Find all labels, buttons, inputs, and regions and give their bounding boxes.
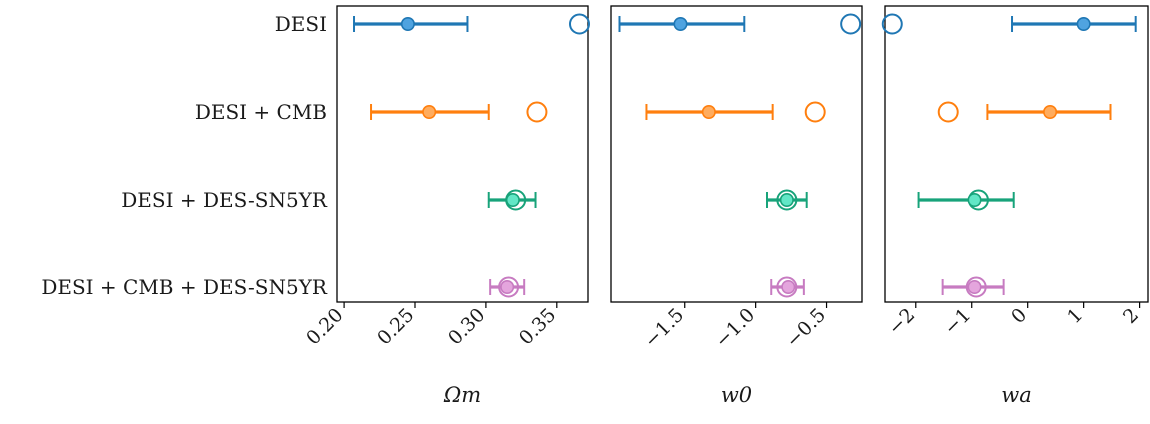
x-axis-label: w0 bbox=[721, 383, 752, 407]
x-tick-label: 0.25 bbox=[373, 304, 418, 349]
open-marker bbox=[776, 276, 798, 298]
point-marker bbox=[781, 279, 796, 294]
x-tick-label: 0.35 bbox=[515, 304, 560, 349]
panel-3: −2 −1 0 1 2wa bbox=[881, 5, 1149, 407]
row-label: DESI + CMB + DES-SN5YR bbox=[41, 275, 328, 299]
x-tick-label: −0.5 bbox=[782, 304, 830, 352]
x-tick-label: −1.5 bbox=[640, 304, 688, 352]
x-tick-label: −1.0 bbox=[711, 304, 759, 352]
panel-frame bbox=[336, 5, 589, 303]
point-marker bbox=[967, 279, 982, 294]
open-marker bbox=[804, 101, 826, 123]
x-axis-label: Ωm bbox=[443, 383, 481, 407]
panel-1: 0.20 0.25 0.30 0.35 Ωm bbox=[302, 5, 590, 407]
open-marker bbox=[840, 13, 862, 35]
x-tick-label: 0.20 bbox=[302, 304, 347, 349]
open-marker bbox=[568, 13, 590, 35]
row-label: DESI + DES-SN5YR bbox=[121, 188, 328, 212]
open-marker bbox=[776, 189, 798, 211]
open-marker bbox=[881, 13, 903, 35]
point-marker bbox=[1043, 105, 1058, 120]
x-tick-label: 0.30 bbox=[444, 304, 489, 349]
point-marker bbox=[422, 105, 437, 120]
panel-frame bbox=[884, 5, 1149, 303]
point-marker bbox=[779, 193, 794, 208]
panel-2: −1.5 −1.0 −0.5 w0 bbox=[610, 5, 863, 407]
point-marker bbox=[505, 193, 520, 208]
point-marker bbox=[673, 16, 688, 31]
point-marker bbox=[967, 193, 982, 208]
x-axis-label: wa bbox=[1001, 383, 1032, 407]
open-marker bbox=[526, 101, 548, 123]
open-marker bbox=[965, 276, 987, 298]
x-tick-label: −2 bbox=[884, 304, 919, 339]
row-label: DESI + CMB bbox=[195, 100, 327, 124]
point-marker bbox=[701, 105, 716, 120]
row-label: DESI bbox=[275, 12, 327, 36]
point-marker bbox=[500, 279, 515, 294]
point-marker bbox=[1076, 16, 1091, 31]
point-marker bbox=[400, 16, 415, 31]
x-tick-label: −1 bbox=[940, 304, 975, 339]
panel-frame bbox=[610, 5, 863, 303]
open-marker bbox=[498, 276, 520, 298]
open-marker bbox=[937, 101, 959, 123]
